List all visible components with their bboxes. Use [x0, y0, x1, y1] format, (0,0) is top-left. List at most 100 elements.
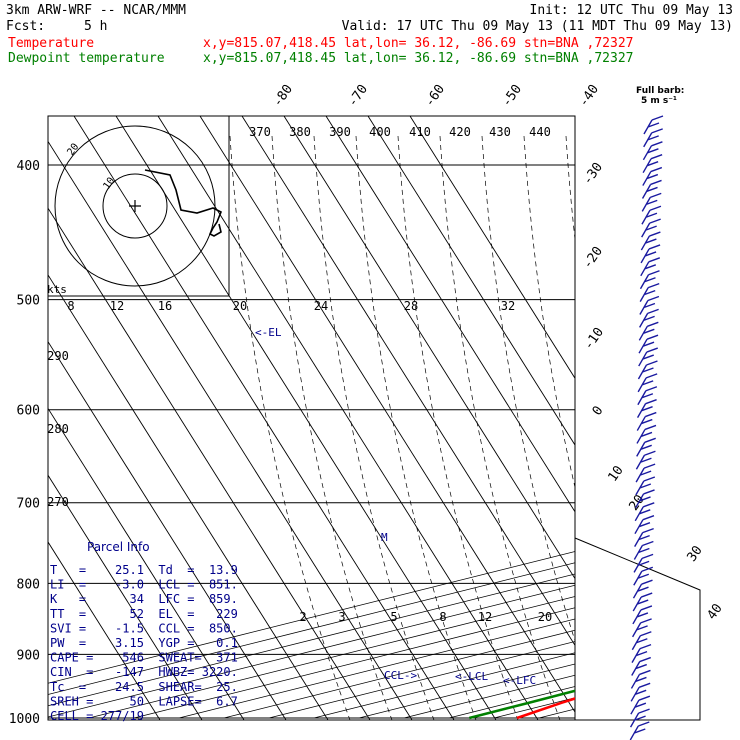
mixing-ratio-label: 5	[390, 610, 397, 624]
hodograph-ring-label: 20	[65, 142, 81, 158]
barb-legend-label: Full barb:	[636, 86, 684, 96]
temperature-station-info: x,y=815.07,418.45 lat,lon= 36.12, -86.69…	[203, 36, 633, 51]
fcst-label: Fcst:	[6, 19, 45, 34]
isotherm-line	[448, 686, 575, 719]
pressure-tick-label: 500	[17, 294, 40, 309]
wind-barb	[636, 437, 656, 457]
isotherm-label: -30	[580, 160, 606, 188]
parcel-info-row: K = 34 LFC = 859.	[50, 592, 238, 606]
mixing-ratio-label: 2	[299, 610, 306, 624]
pressure-tick-label: 600	[17, 404, 40, 419]
wind-barb	[635, 476, 656, 496]
isotherm-label: -50	[499, 82, 525, 110]
isobars	[48, 164, 575, 719]
moist-adiabat-line	[481, 135, 575, 642]
theta-e-label: 410	[409, 125, 431, 139]
parcel-info-row: T = 25.1 Td = 13.9	[50, 563, 238, 577]
wind-barb	[630, 669, 651, 689]
isotherm-label: 10	[605, 463, 626, 484]
mixing-ratio-label: 20	[538, 610, 552, 624]
dry-adiabat-line	[115, 116, 497, 720]
wind-barb	[643, 128, 663, 148]
dry-adiabat-line	[367, 116, 575, 446]
wind-barb	[641, 179, 662, 199]
wind-barb	[629, 721, 650, 740]
moist-adiabat-line	[355, 135, 477, 720]
wind-barb	[631, 656, 651, 676]
wind-barb	[632, 579, 653, 599]
low-level-extension	[574, 537, 701, 721]
wind-barb	[641, 192, 662, 212]
wind-barb	[637, 373, 658, 393]
barb-legend-units: 5 m s⁻¹	[641, 96, 677, 106]
wind-barb	[641, 218, 661, 238]
wind-barb	[632, 618, 652, 638]
isotherm-label: -20	[580, 244, 606, 272]
theta-e-label: 390	[329, 125, 351, 139]
moist-adiabat-line	[523, 135, 575, 489]
theta-label: 270	[47, 495, 69, 509]
wind-barb	[634, 527, 654, 547]
isotherm-line	[178, 618, 575, 719]
wind-barb	[632, 592, 653, 612]
wind-barb	[639, 295, 660, 315]
dry-adiabat-line	[199, 116, 575, 713]
dewpoint-legend: Dewpoint temperature	[8, 51, 165, 66]
wind-barb	[629, 708, 650, 728]
wind-barb	[640, 257, 661, 277]
model-title: 3km ARW-WRF -- NCAR/MMM	[6, 3, 186, 18]
wind-barbs	[629, 115, 664, 740]
theta-e-label: 420	[449, 125, 471, 139]
parcel-level-annotation: <-LFC	[503, 674, 536, 687]
wind-barb	[640, 244, 661, 264]
dry-adiabat-line	[241, 116, 575, 647]
theta-e-label: 380	[289, 125, 311, 139]
dewpoint-station-info: x,y=815.07,418.45 lat,lon= 36.12, -86.69…	[203, 51, 633, 66]
wind-barb	[636, 424, 657, 444]
wind-barb	[634, 489, 655, 509]
wind-barb	[640, 231, 661, 251]
hodograph-ring	[54, 125, 216, 287]
wind-barb	[631, 643, 652, 663]
dry-adiabat-line	[325, 116, 575, 513]
wind-barb	[632, 605, 653, 625]
wind-barb	[639, 308, 659, 328]
wind-barb	[636, 411, 657, 431]
isotherm-label: -40	[576, 82, 602, 110]
isotherm-line	[403, 674, 575, 719]
isotherm-line	[313, 652, 575, 719]
isotherm-line	[493, 697, 575, 719]
isotherm-label: -60	[422, 82, 448, 110]
wind-barb	[636, 399, 657, 419]
wind-barb	[642, 166, 663, 186]
hodograph-trace	[144, 169, 223, 237]
parcel-info-title: Parcel Info	[87, 540, 150, 554]
hodograph-units-label: kts	[47, 283, 67, 296]
hodograph-speed-tick: 24	[314, 299, 328, 313]
wind-barb	[634, 515, 655, 535]
wind-barb	[642, 141, 663, 161]
valid-time: Valid: 17 UTC Thu 09 May 13 (11 MDT Thu …	[342, 19, 733, 34]
dry-adiabat-line	[48, 207, 371, 720]
temperature-legend: Temperature	[8, 36, 94, 51]
isotherm-label: -70	[345, 82, 371, 110]
plot-frame	[47, 115, 576, 721]
moist-adiabat-line	[397, 135, 519, 720]
dry-adiabat-line	[283, 116, 575, 580]
wind-barb	[639, 282, 660, 302]
theta-e-label: 440	[529, 125, 551, 139]
dry-adiabat-line	[409, 116, 575, 380]
hodograph-ring	[102, 173, 168, 239]
parcel-info-row: CELL = 277/19	[50, 709, 144, 723]
moist-adiabat-line	[313, 135, 435, 720]
wind-barb	[637, 360, 658, 380]
wind-barb	[635, 450, 656, 470]
wind-barb	[641, 205, 662, 225]
parcel-info-row: SVI = -1.5 CCL = 850.	[50, 621, 238, 635]
hodograph-speed-tick: 28	[404, 299, 418, 313]
moist-adiabat-line	[439, 135, 561, 720]
theta-label: 280	[47, 422, 69, 436]
dry-adiabat-line	[157, 116, 539, 720]
pressure-tick-label: 400	[17, 159, 40, 174]
wind-barb	[642, 154, 663, 174]
